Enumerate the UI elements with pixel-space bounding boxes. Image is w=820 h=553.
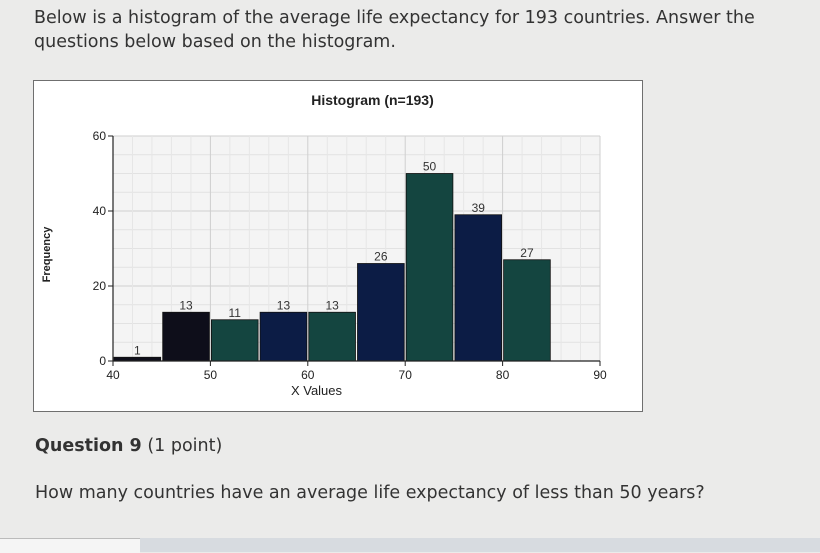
histogram-bar: [357, 263, 405, 362]
question-intro-text: Below is a histogram of the average life…: [34, 8, 755, 52]
bar-value-label: 1: [134, 343, 141, 357]
x-tick-label: 50: [204, 368, 218, 382]
answer-input[interactable]: [0, 538, 140, 553]
bar-value-label: 11: [229, 306, 242, 320]
answer-area-strip: [0, 538, 820, 552]
histogram-bar: [503, 259, 551, 362]
histogram-bar: [454, 214, 502, 362]
y-tick-label: 40: [93, 204, 107, 218]
x-tick-label: 80: [496, 368, 510, 382]
y-tick-label: 60: [93, 129, 107, 143]
x-tick-label: 40: [106, 368, 120, 382]
histogram-bar: [162, 311, 210, 362]
question-title: Question 9: [35, 436, 142, 456]
question-points: (1 point): [147, 436, 223, 456]
histogram-bar: [405, 173, 454, 362]
histogram-bar: [210, 319, 259, 362]
x-tick-label: 90: [593, 368, 607, 382]
bar-value-label: 26: [374, 250, 388, 264]
histogram-svg: 1 13 11 13 13 26 50 39 27 0 20 40 60 40 50 60 70 80 90 Hist…: [41, 92, 607, 398]
question-text: How many countries have an average life …: [35, 483, 705, 503]
x-axis-label: X Values: [291, 383, 343, 398]
histogram-bar: [259, 311, 308, 362]
bar-value-label: 50: [423, 160, 437, 174]
chart-title: Histogram (n=193): [311, 92, 434, 108]
y-tick-label: 0: [99, 354, 106, 368]
bar-value-label: 13: [277, 298, 291, 312]
bar-value-label: 13: [179, 298, 193, 312]
question-heading: Question 9 (1 point): [35, 436, 222, 456]
histogram-chart: 1 13 11 13 13 26 50 39 27 0 20 40 60 40 50 60 70 80 90 Hist…: [33, 80, 643, 412]
bar-value-label: 13: [325, 298, 339, 312]
x-tick-label: 70: [399, 368, 413, 382]
bar-value-label: 27: [520, 246, 534, 260]
y-axis-label: Frequency: [41, 226, 53, 283]
histogram-bar: [308, 311, 356, 362]
y-tick-label: 20: [93, 279, 107, 293]
x-tick-label: 60: [301, 368, 315, 382]
bar-value-label: 39: [472, 201, 486, 215]
